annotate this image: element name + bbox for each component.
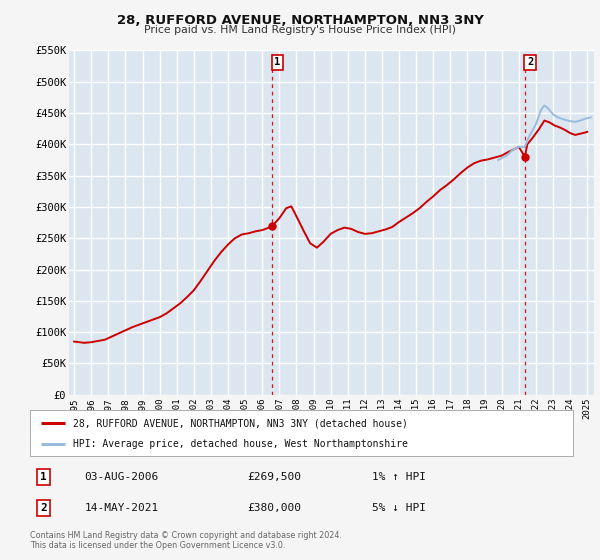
Text: 03-AUG-2006: 03-AUG-2006 [85, 472, 158, 482]
Text: £380,000: £380,000 [247, 503, 301, 514]
Text: 1% ↑ HPI: 1% ↑ HPI [372, 472, 426, 482]
Text: 1: 1 [274, 57, 280, 67]
Text: HPI: Average price, detached house, West Northamptonshire: HPI: Average price, detached house, West… [73, 439, 409, 449]
Text: £269,500: £269,500 [247, 472, 301, 482]
Text: Price paid vs. HM Land Registry's House Price Index (HPI): Price paid vs. HM Land Registry's House … [144, 25, 456, 35]
Text: 28, RUFFORD AVENUE, NORTHAMPTON, NN3 3NY: 28, RUFFORD AVENUE, NORTHAMPTON, NN3 3NY [116, 14, 484, 27]
Text: 28, RUFFORD AVENUE, NORTHAMPTON, NN3 3NY (detached house): 28, RUFFORD AVENUE, NORTHAMPTON, NN3 3NY… [73, 418, 409, 428]
Text: 5% ↓ HPI: 5% ↓ HPI [372, 503, 426, 514]
Text: Contains HM Land Registry data © Crown copyright and database right 2024.
This d: Contains HM Land Registry data © Crown c… [30, 531, 342, 550]
Text: 1: 1 [40, 472, 47, 482]
Text: 2: 2 [527, 57, 533, 67]
Text: 2: 2 [40, 503, 47, 514]
Text: 14-MAY-2021: 14-MAY-2021 [85, 503, 158, 514]
